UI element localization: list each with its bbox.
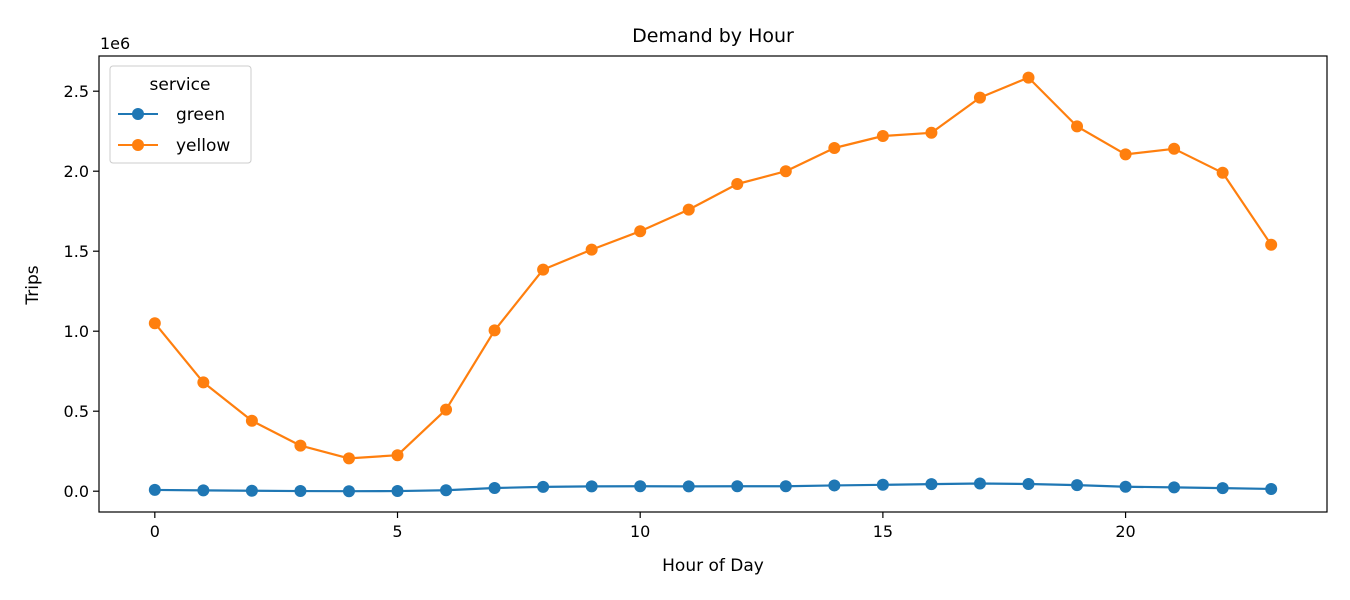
point-yellow-0 [148,317,161,330]
y-tick-label-3: 1.5 [64,242,89,261]
chart-title: Demand by Hour [632,25,794,47]
point-green-16 [925,478,938,491]
point-green-4 [342,485,355,498]
series-layer [148,71,1278,498]
point-green-19 [1071,479,1084,492]
point-yellow-15 [876,130,889,142]
y-tick-label-2: 1.0 [64,322,89,341]
y-axis-label: Trips [23,265,43,305]
series-line-yellow [153,76,1273,460]
point-yellow-3 [294,439,307,452]
point-yellow-11 [682,203,695,216]
x-tick-label-20: 20 [1115,522,1135,541]
point-green-8 [537,480,550,493]
plot-frame [98,55,1328,513]
y-tick-label-0: 0.0 [64,482,89,501]
x-tick-label-5: 5 [392,522,402,541]
point-green-10 [634,480,647,493]
point-green-15 [876,478,889,491]
point-yellow-1 [197,376,210,389]
point-green-1 [197,484,210,497]
legend-item-green: green [118,105,225,125]
point-yellow-6 [440,403,453,416]
point-green-11 [682,480,695,493]
point-green-6 [440,484,453,497]
point-yellow-7 [488,324,501,337]
point-green-13 [779,480,792,493]
point-yellow-22 [1216,166,1229,179]
x-tick-label-10: 10 [630,522,650,541]
point-green-5 [391,485,404,498]
point-yellow-17 [973,91,986,104]
legend-marker-green [132,108,144,120]
point-yellow-4 [342,452,355,465]
point-green-22 [1216,482,1229,495]
legend-label-yellow: yellow [176,136,230,156]
point-yellow-20 [1119,148,1132,161]
y-tick-label-5: 2.5 [64,82,89,101]
point-yellow-5 [391,449,404,462]
legend-marker-yellow [132,139,144,151]
point-yellow-8 [537,263,550,276]
y-tick-label-1: 0.5 [64,402,89,421]
point-green-20 [1119,480,1132,493]
x-tick-label-15: 15 [873,522,893,541]
point-green-18 [1022,478,1035,490]
point-green-3 [294,485,307,498]
point-green-14 [828,479,841,492]
y-tick-label-4: 2.0 [64,162,89,181]
point-green-7 [488,482,501,494]
point-green-17 [973,477,986,490]
legend: service green yellow [109,65,252,164]
axes-layer: 0 5 10 15 20 0.0 0.5 1.0 1.5 2.0 2.5 [64,55,1328,541]
point-green-2 [245,484,258,497]
point-yellow-14 [828,142,841,154]
legend-frame [109,65,252,164]
y-offset-label: 1e6 [100,34,130,53]
point-green-9 [585,480,598,493]
point-yellow-19 [1071,120,1084,133]
point-yellow-13 [779,165,792,178]
point-yellow-10 [634,225,647,238]
point-yellow-21 [1168,142,1181,155]
point-yellow-16 [925,126,938,139]
legend-label-green: green [176,105,225,125]
point-yellow-18 [1022,71,1035,84]
point-green-0 [148,483,161,496]
point-yellow-9 [585,243,598,256]
x-axis-label: Hour of Day [662,556,764,576]
point-green-23 [1265,482,1278,495]
series-line-green [154,482,1272,493]
x-tick-label-0: 0 [150,522,160,541]
point-green-21 [1168,481,1181,494]
legend-title: service [150,75,211,95]
legend-item-yellow: yellow [118,136,230,156]
point-yellow-12 [731,178,744,190]
point-green-12 [731,480,744,493]
point-yellow-23 [1265,238,1278,251]
point-yellow-2 [245,414,258,427]
